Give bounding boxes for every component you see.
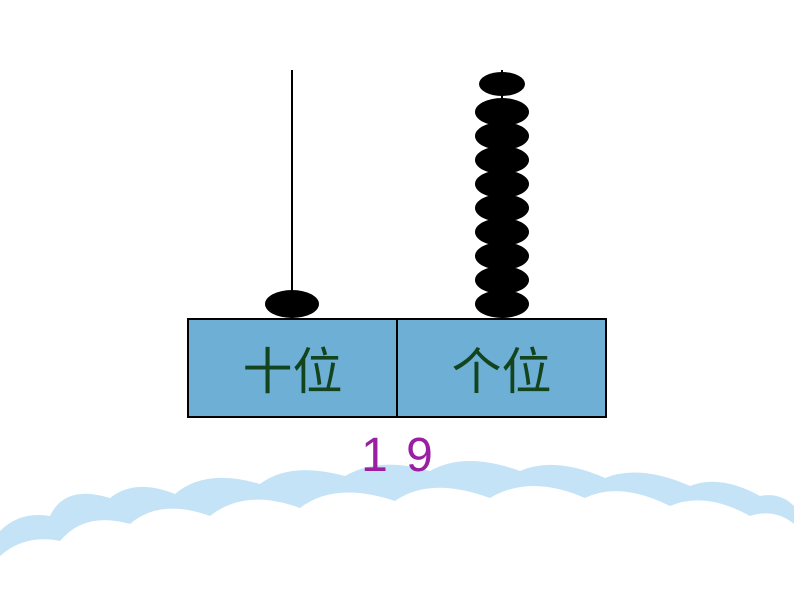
digit-1: 9 <box>399 428 441 483</box>
bead <box>475 290 529 318</box>
beads-stack <box>472 72 532 318</box>
rod-line <box>291 70 293 318</box>
digits-row: 19 <box>187 428 607 483</box>
bead-top <box>479 72 525 96</box>
abacus: 十位个位 19 <box>187 70 607 483</box>
rods-row <box>187 70 607 318</box>
digit-0: 1 <box>354 428 396 483</box>
rod-column-1 <box>397 70 607 318</box>
label-boxes-row: 十位个位 <box>187 318 607 418</box>
beads-stack <box>262 290 322 318</box>
bead <box>265 290 319 318</box>
rod-column-0 <box>187 70 397 318</box>
place-label-box-0: 十位 <box>187 318 396 418</box>
page: 十位个位 19 <box>0 0 794 596</box>
place-label-box-1: 个位 <box>396 318 607 418</box>
